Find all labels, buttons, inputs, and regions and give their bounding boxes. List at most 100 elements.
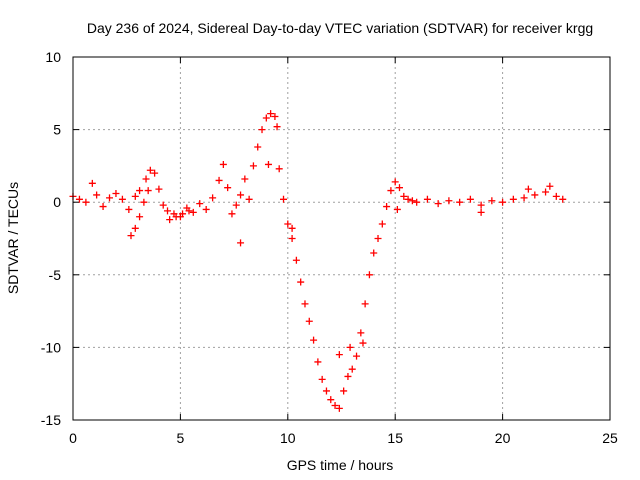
data-point	[365, 271, 373, 279]
x-tick-label: 0	[69, 430, 77, 446]
data-point	[280, 195, 288, 203]
data-point	[93, 191, 101, 199]
data-point	[542, 188, 550, 196]
data-point	[434, 200, 442, 208]
data-point	[477, 201, 485, 209]
data-point	[456, 198, 464, 206]
x-tick-label: 10	[280, 430, 296, 446]
data-point	[196, 200, 204, 208]
data-point	[340, 387, 348, 395]
data-point	[215, 176, 223, 184]
data-point	[118, 195, 126, 203]
data-point	[445, 197, 453, 205]
data-point	[378, 220, 386, 228]
data-point	[546, 182, 554, 190]
y-tick-labels: -15 -10 -5 0 5 10	[41, 49, 61, 428]
data-points	[69, 110, 567, 412]
data-point	[267, 110, 275, 118]
data-point	[288, 235, 296, 242]
data-point	[327, 396, 335, 404]
data-point	[131, 224, 139, 232]
data-point	[357, 329, 365, 337]
data-point	[125, 205, 133, 213]
data-point	[249, 162, 257, 170]
y-axis-label: SDTVAR / TECUs	[5, 182, 21, 294]
data-point	[499, 198, 507, 206]
data-point	[159, 201, 167, 209]
data-point	[189, 208, 197, 216]
chart-title: Day 236 of 2024, Sidereal Day-to-day VTE…	[87, 20, 593, 36]
data-point	[559, 195, 567, 203]
data-point	[164, 207, 172, 215]
data-point	[140, 198, 148, 206]
data-point	[335, 351, 343, 359]
data-point	[400, 192, 408, 200]
data-point	[310, 336, 318, 344]
data-point	[331, 401, 339, 409]
data-point	[297, 278, 305, 286]
data-point	[387, 187, 395, 195]
data-point	[146, 166, 154, 174]
plot-frame	[72, 56, 611, 421]
data-point	[348, 365, 356, 373]
y-tick-label: 0	[53, 194, 61, 210]
data-point	[520, 194, 528, 202]
data-point	[524, 185, 532, 193]
data-point	[408, 197, 416, 205]
data-point	[466, 195, 474, 203]
data-point	[172, 213, 180, 221]
data-point	[136, 187, 144, 195]
data-point	[288, 224, 296, 232]
data-point	[314, 358, 322, 366]
data-point	[318, 375, 326, 383]
data-point	[185, 207, 193, 215]
x-tick-label: 5	[177, 430, 185, 446]
data-point	[144, 187, 152, 195]
data-point	[322, 387, 330, 395]
data-point	[202, 205, 210, 213]
data-point	[346, 343, 354, 351]
data-point	[254, 143, 262, 151]
data-point	[237, 239, 245, 247]
data-point	[275, 165, 283, 173]
data-point	[75, 195, 83, 203]
data-point	[353, 352, 361, 360]
data-point	[395, 184, 403, 192]
data-point	[404, 195, 412, 203]
data-point	[335, 404, 343, 412]
data-point	[383, 203, 391, 211]
data-point	[136, 213, 144, 221]
grid	[72, 56, 611, 421]
data-point	[131, 192, 139, 200]
data-point	[112, 189, 120, 197]
data-point	[488, 197, 496, 205]
data-point	[166, 216, 174, 224]
x-tick-label: 15	[387, 430, 403, 446]
data-point	[228, 210, 236, 218]
data-point	[155, 185, 163, 193]
data-point	[301, 300, 309, 308]
data-point	[273, 123, 281, 131]
data-point	[271, 113, 279, 121]
data-point	[284, 220, 292, 228]
data-point	[477, 208, 485, 216]
y-tick-label: -5	[49, 267, 62, 283]
data-point	[370, 249, 378, 257]
data-point	[127, 232, 135, 240]
data-point	[344, 372, 352, 380]
data-point	[262, 114, 270, 122]
data-point	[99, 203, 107, 211]
data-point	[552, 192, 560, 200]
data-point	[359, 339, 367, 347]
data-point	[224, 184, 232, 192]
data-point	[423, 195, 431, 203]
y-tick-label: 5	[53, 122, 61, 138]
data-point	[241, 175, 249, 183]
data-point	[305, 317, 313, 325]
data-point	[264, 160, 272, 168]
data-point	[151, 169, 159, 177]
x-tick-labels: 0 5 10 15 20 25	[69, 430, 618, 446]
data-point	[245, 195, 253, 203]
y-tick-label: -15	[41, 412, 61, 428]
